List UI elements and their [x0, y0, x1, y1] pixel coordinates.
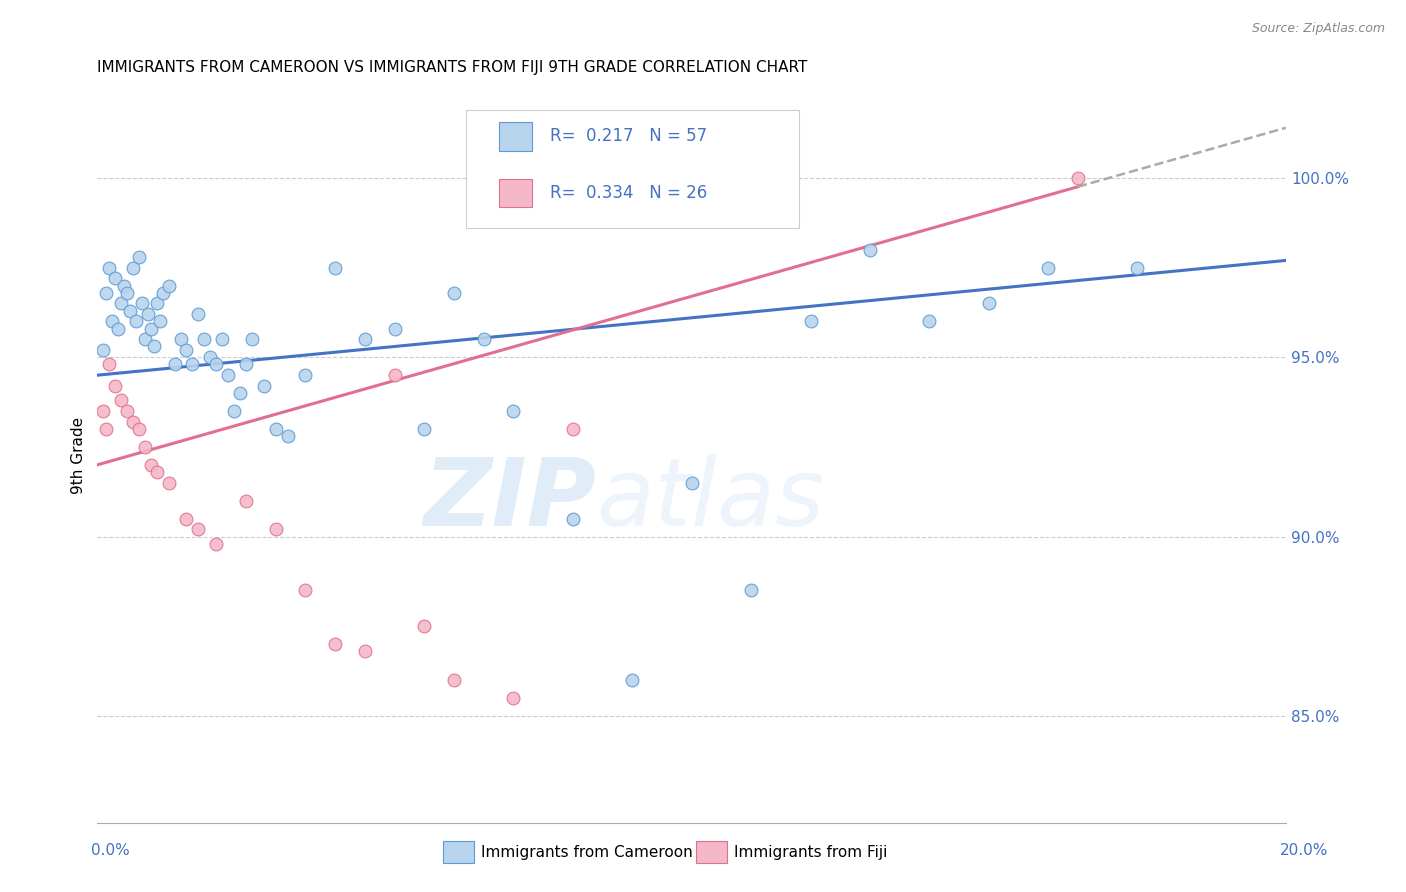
Point: [146, 465, 169, 479]
Point: [146, 296, 169, 310]
Point: [294, 368, 316, 383]
Point: [1038, 260, 1060, 275]
Point: [115, 285, 138, 300]
Text: atlas: atlas: [596, 455, 825, 546]
Point: [136, 307, 159, 321]
Point: [115, 404, 138, 418]
Point: [122, 415, 145, 429]
Point: [277, 429, 299, 443]
Point: [187, 522, 209, 536]
Point: [235, 493, 257, 508]
Text: R=  0.334   N = 26: R= 0.334 N = 26: [550, 184, 707, 202]
Point: [253, 379, 276, 393]
Y-axis label: 9th Grade: 9th Grade: [72, 417, 86, 494]
Point: [101, 314, 124, 328]
Text: Source: ZipAtlas.com: Source: ZipAtlas.com: [1251, 22, 1385, 36]
Point: [139, 321, 162, 335]
Point: [112, 278, 135, 293]
Point: [264, 422, 287, 436]
Point: [91, 404, 114, 418]
Text: 0.0%: 0.0%: [91, 843, 131, 858]
Point: [104, 271, 127, 285]
Point: [918, 314, 941, 328]
Point: [294, 583, 316, 598]
Point: [205, 358, 228, 372]
Point: [472, 332, 495, 346]
Point: [235, 358, 257, 372]
Point: [107, 321, 129, 335]
Point: [98, 358, 121, 372]
Point: [134, 440, 156, 454]
Point: [157, 475, 180, 490]
Point: [163, 358, 186, 372]
Point: [1126, 260, 1149, 275]
Text: R=  0.217   N = 57: R= 0.217 N = 57: [550, 128, 707, 145]
Point: [169, 332, 191, 346]
Point: [139, 458, 162, 472]
Text: IMMIGRANTS FROM CAMEROON VS IMMIGRANTS FROM FIJI 9TH GRADE CORRELATION CHART: IMMIGRANTS FROM CAMEROON VS IMMIGRANTS F…: [97, 60, 807, 75]
FancyBboxPatch shape: [465, 111, 799, 228]
Point: [128, 422, 150, 436]
Point: [118, 303, 141, 318]
Point: [413, 619, 436, 633]
Point: [193, 332, 215, 346]
Point: [96, 285, 118, 300]
Point: [353, 644, 375, 658]
Point: [799, 314, 821, 328]
Point: [502, 404, 524, 418]
Text: Immigrants from Cameroon: Immigrants from Cameroon: [481, 846, 693, 860]
Point: [104, 379, 127, 393]
Point: [859, 243, 882, 257]
Point: [977, 296, 1000, 310]
Point: [122, 260, 145, 275]
Point: [384, 321, 406, 335]
Point: [211, 332, 233, 346]
Point: [561, 422, 583, 436]
Point: [443, 285, 465, 300]
Point: [125, 314, 148, 328]
Point: [157, 278, 180, 293]
Point: [443, 673, 465, 687]
Point: [110, 296, 132, 310]
Point: [149, 314, 172, 328]
Text: ZIP: ZIP: [423, 454, 596, 546]
Point: [681, 475, 703, 490]
FancyBboxPatch shape: [499, 178, 533, 207]
Point: [353, 332, 375, 346]
FancyBboxPatch shape: [499, 122, 533, 151]
Point: [1067, 170, 1090, 185]
Point: [98, 260, 121, 275]
Point: [96, 422, 118, 436]
Point: [91, 343, 114, 357]
Point: [264, 522, 287, 536]
Point: [142, 339, 165, 353]
Point: [176, 343, 198, 357]
Point: [323, 637, 346, 651]
Point: [217, 368, 239, 383]
Text: Immigrants from Fiji: Immigrants from Fiji: [734, 846, 887, 860]
Point: [621, 673, 644, 687]
Point: [740, 583, 762, 598]
Point: [152, 285, 174, 300]
Point: [187, 307, 209, 321]
Point: [176, 511, 198, 525]
Point: [200, 351, 222, 365]
Point: [131, 296, 153, 310]
Point: [134, 332, 156, 346]
Point: [222, 404, 245, 418]
Point: [384, 368, 406, 383]
Point: [502, 690, 524, 705]
Point: [110, 393, 132, 408]
Point: [240, 332, 263, 346]
Point: [205, 537, 228, 551]
Point: [413, 422, 436, 436]
Point: [181, 358, 204, 372]
Text: 20.0%: 20.0%: [1281, 843, 1329, 858]
Point: [128, 250, 150, 264]
Point: [561, 511, 583, 525]
Point: [323, 260, 346, 275]
Point: [229, 386, 252, 401]
